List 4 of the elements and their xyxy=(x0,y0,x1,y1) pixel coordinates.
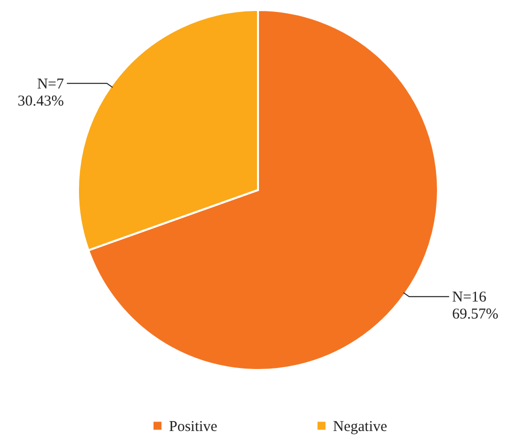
data-label: N=7 30.43% xyxy=(18,76,64,110)
legend-label: Positive xyxy=(169,418,218,435)
legend-label: Negative xyxy=(333,418,388,435)
data-label: N=16 69.57% xyxy=(452,290,498,323)
